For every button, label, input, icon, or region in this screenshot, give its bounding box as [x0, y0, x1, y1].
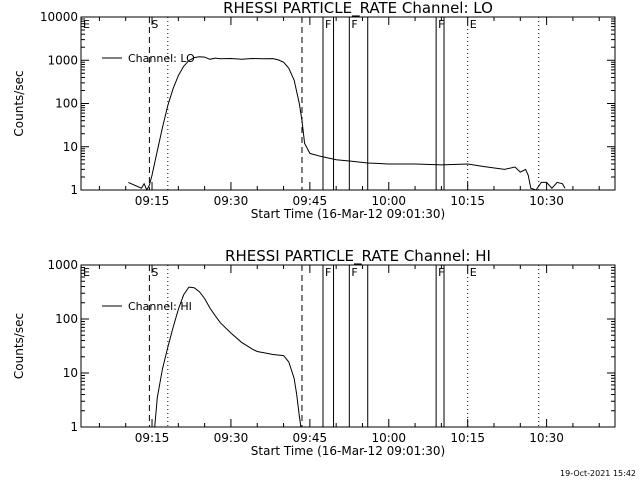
- y-tick-label-hi: 1: [70, 420, 78, 434]
- chart-title-lo: RHESSI PARTICLE_RATE Channel: LO: [223, 0, 493, 18]
- event-marker-label-hi: E: [470, 266, 477, 279]
- event-marker-label-lo: E: [83, 18, 90, 31]
- event-marker-label-hi: S: [151, 266, 158, 279]
- x-tick-label-hi: 09:15: [135, 431, 170, 445]
- event-marker-label-hi: F: [325, 266, 331, 279]
- chart-title-hi: RHESSI PARTICLE_RATE Channel: HI: [225, 247, 491, 266]
- x-tick-label-lo: 09:15: [135, 194, 170, 208]
- footer-timestamp: 19-Oct-2021 15:42: [560, 469, 636, 478]
- y-tick-label-hi: 10: [63, 366, 78, 380]
- y-tick-label-lo: 10000: [40, 10, 78, 24]
- x-tick-label-lo: 09:45: [293, 194, 328, 208]
- event-marker-label-lo: F: [325, 18, 331, 31]
- event-marker-label-lo: S: [151, 18, 158, 31]
- event-marker-label-lo: F: [351, 18, 357, 31]
- x-axis-label-lo: Start Time (16-Mar-12 09:01:30): [251, 207, 445, 221]
- event-marker-label-hi: F: [438, 266, 444, 279]
- x-tick-label-lo: 10:15: [450, 194, 485, 208]
- x-tick-label-hi: 10:15: [450, 431, 485, 445]
- y-tick-label-hi: 1000: [47, 258, 78, 272]
- x-tick-label-hi: 09:30: [214, 431, 249, 445]
- plot-frame-lo: [80, 16, 616, 191]
- plot-frame-hi: [80, 264, 616, 428]
- x-tick-label-hi: 10:00: [371, 431, 406, 445]
- x-tick-label-lo: 09:30: [214, 194, 249, 208]
- x-tick-label-lo: 10:00: [371, 194, 406, 208]
- y-tick-label-lo: 100: [55, 97, 78, 111]
- y-tick-label-lo: 1: [70, 183, 78, 197]
- event-marker-label-lo: F: [438, 18, 444, 31]
- series-line-lo: [128, 56, 566, 192]
- event-marker-label-lo: E: [470, 18, 477, 31]
- y-tick-label-lo: 10: [63, 140, 78, 154]
- series-line-hi: [154, 286, 302, 428]
- y-tick-label-lo: 1000: [47, 53, 78, 67]
- event-marker-label-hi: E: [83, 266, 90, 279]
- y-axis-label-hi: Counts/sec: [12, 313, 26, 379]
- x-tick-label-hi: 09:45: [293, 431, 328, 445]
- x-tick-label-lo: 10:30: [529, 194, 564, 208]
- y-axis-label-lo: Counts/sec: [12, 70, 26, 136]
- x-tick-label-hi: 10:30: [529, 431, 564, 445]
- legend-label-lo: Channel: LO: [128, 52, 195, 65]
- y-tick-label-hi: 100: [55, 312, 78, 326]
- x-axis-label-hi: Start Time (16-Mar-12 09:01:30): [251, 444, 445, 458]
- legend-label-hi: Channel: HI: [128, 300, 192, 313]
- event-marker-label-hi: F: [351, 266, 357, 279]
